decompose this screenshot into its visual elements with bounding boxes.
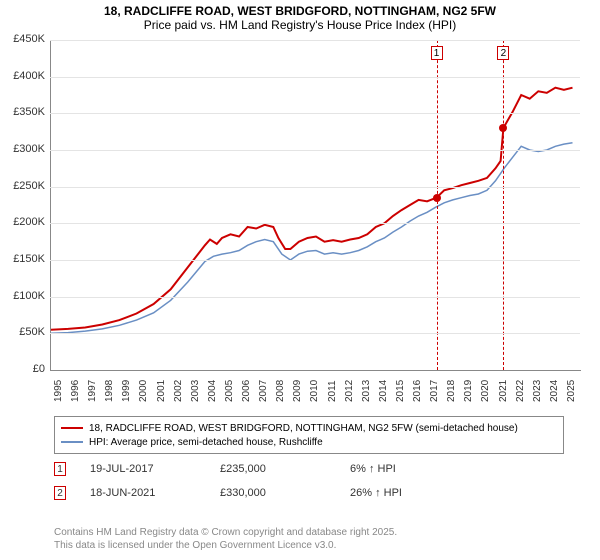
transaction-marker-1: 1 bbox=[54, 462, 66, 476]
legend-swatch-blue bbox=[61, 441, 83, 443]
vline-marker-1: 1 bbox=[431, 46, 443, 60]
transaction-price-2: £330,000 bbox=[220, 487, 350, 499]
chart-title-address: 18, RADCLIFFE ROAD, WEST BRIDGFORD, NOTT… bbox=[10, 4, 590, 18]
transaction-price-1: £235,000 bbox=[220, 463, 350, 475]
legend-swatch-red bbox=[61, 427, 83, 429]
transaction-delta-1: 6% ↑ HPI bbox=[350, 463, 480, 475]
transaction-date-1: 19-JUL-2017 bbox=[90, 463, 220, 475]
transaction-row-1: 1 19-JUL-2017 £235,000 6% ↑ HPI bbox=[54, 462, 574, 476]
vline-marker-2: 2 bbox=[497, 46, 509, 60]
transaction-delta-2: 26% ↑ HPI bbox=[350, 487, 480, 499]
chart-subtitle: Price paid vs. HM Land Registry's House … bbox=[10, 18, 590, 32]
transaction-dot-2 bbox=[499, 124, 507, 132]
transaction-date-2: 18-JUN-2021 bbox=[90, 487, 220, 499]
chart-container: { "title_line1": "18, RADCLIFFE ROAD, WE… bbox=[0, 0, 600, 560]
footer-line-1: Contains HM Land Registry data © Crown c… bbox=[54, 526, 397, 539]
footer-line-2: This data is licensed under the Open Gov… bbox=[54, 539, 397, 552]
legend-row-blue: HPI: Average price, semi-detached house,… bbox=[61, 435, 557, 449]
legend-row-red: 18, RADCLIFFE ROAD, WEST BRIDGFORD, NOTT… bbox=[61, 421, 557, 435]
transaction-row-2: 2 18-JUN-2021 £330,000 26% ↑ HPI bbox=[54, 486, 574, 500]
legend-label-red: 18, RADCLIFFE ROAD, WEST BRIDGFORD, NOTT… bbox=[89, 423, 518, 434]
plot-area: 12 bbox=[50, 40, 581, 371]
footer-attribution: Contains HM Land Registry data © Crown c… bbox=[54, 526, 397, 552]
transaction-marker-2: 2 bbox=[54, 486, 66, 500]
legend-label-blue: HPI: Average price, semi-detached house,… bbox=[89, 437, 323, 448]
line-plot-svg bbox=[51, 40, 581, 370]
legend: 18, RADCLIFFE ROAD, WEST BRIDGFORD, NOTT… bbox=[54, 416, 564, 454]
transaction-dot-1 bbox=[433, 194, 441, 202]
